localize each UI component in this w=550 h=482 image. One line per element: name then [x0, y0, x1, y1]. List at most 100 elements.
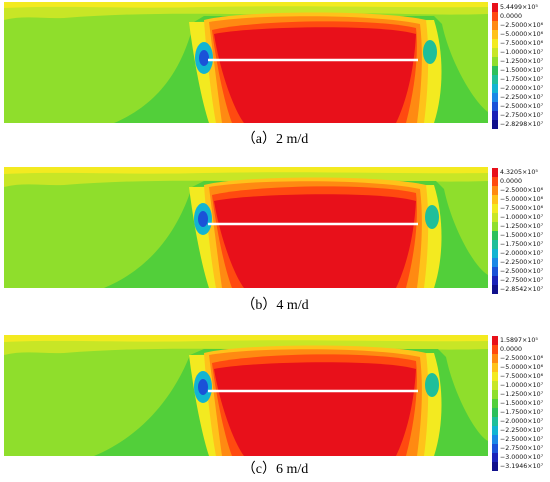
legend-entry: −1.2500×10⁷ — [492, 57, 550, 66]
legend-label: −2.2500×10⁷ — [500, 259, 544, 266]
legend-swatch — [492, 102, 498, 111]
legend-swatch — [492, 354, 498, 363]
legend-swatch — [492, 75, 498, 84]
legend-swatch — [492, 93, 498, 102]
legend-label: −1.7500×10⁷ — [500, 76, 544, 83]
legend-label: 0.0000 — [500, 13, 523, 20]
legend-entry: 0.0000 — [492, 177, 550, 186]
legend-label: −1.2500×10⁷ — [500, 391, 544, 398]
legend-entry: 1.5897×10⁵ — [492, 336, 550, 345]
legend-label: −2.5000×10⁶ — [500, 22, 544, 29]
legend-entry: −2.0000×10⁷ — [492, 249, 550, 258]
legend-swatch — [492, 21, 498, 30]
legend-entry: −1.5000×10⁷ — [492, 66, 550, 75]
legend-swatch — [492, 285, 498, 294]
legend-entry: −1.0000×10⁷ — [492, 48, 550, 57]
legend-entry: −5.0000×10⁶ — [492, 30, 550, 39]
legend-swatch — [492, 258, 498, 267]
legend-entry: −2.5000×10⁷ — [492, 267, 550, 276]
legend-swatch — [492, 30, 498, 39]
legend-swatch — [492, 3, 498, 12]
legend-swatch — [492, 222, 498, 231]
legend-label: −2.5000×10⁶ — [500, 187, 544, 194]
legend-entry: 4.3205×10⁵ — [492, 168, 550, 177]
legend-label: −5.0000×10⁶ — [500, 364, 544, 371]
legend-swatch — [492, 381, 498, 390]
legend-swatch — [492, 48, 498, 57]
legend-swatch — [492, 462, 498, 471]
legend-swatch — [492, 363, 498, 372]
legend-label: −1.5000×10⁷ — [500, 67, 544, 74]
legend-swatch — [492, 399, 498, 408]
legend-swatch — [492, 195, 498, 204]
legend-swatch — [492, 249, 498, 258]
legend-entry: −1.7500×10⁷ — [492, 75, 550, 84]
legend-entry: −2.5000×10⁷ — [492, 102, 550, 111]
legend-entry: −1.0000×10⁷ — [492, 381, 550, 390]
legend-entry: −2.2500×10⁷ — [492, 426, 550, 435]
legend-entry: −2.8298×10⁷ — [492, 120, 550, 129]
legend-label: −7.5000×10⁶ — [500, 205, 544, 212]
legend-label: −7.5000×10⁶ — [500, 373, 544, 380]
caption-b: （b）4 m/d — [241, 298, 309, 313]
legend-label: −2.0000×10⁷ — [500, 85, 544, 92]
legend-entry: −7.5000×10⁶ — [492, 204, 550, 213]
legend-label: 0.0000 — [500, 346, 523, 353]
legend-entry: −7.5000×10⁶ — [492, 39, 550, 48]
legend-entry: −1.7500×10⁷ — [492, 240, 550, 249]
legend-label: −2.2500×10⁷ — [500, 94, 544, 101]
legend-label: −7.5000×10⁶ — [500, 40, 544, 47]
legend-label: −3.1946×10⁷ — [500, 463, 544, 470]
legend-swatch — [492, 267, 498, 276]
legend-swatch — [492, 444, 498, 453]
legend-label: −1.7500×10⁷ — [500, 241, 544, 248]
legend-label: −2.0000×10⁷ — [500, 418, 544, 425]
legend-swatch — [492, 426, 498, 435]
legend-entry: −2.5000×10⁶ — [492, 21, 550, 30]
legend-entry: −1.2500×10⁷ — [492, 390, 550, 399]
legend-label: −2.5000×10⁷ — [500, 436, 544, 443]
legend-entry: 0.0000 — [492, 345, 550, 354]
legend-entry: −1.5000×10⁷ — [492, 399, 550, 408]
legend-label: −2.8542×10⁷ — [500, 286, 544, 293]
legend-entry: −5.0000×10⁶ — [492, 363, 550, 372]
legend-label: 1.5897×10⁵ — [500, 337, 538, 344]
legend-label: −1.0000×10⁷ — [500, 214, 544, 221]
legend-label: −1.2500×10⁷ — [500, 223, 544, 230]
legend-swatch — [492, 231, 498, 240]
contour-plot-b — [4, 167, 488, 288]
legend-label: −2.5000×10⁷ — [500, 268, 544, 275]
legend-entry: 5.4499×10⁵ — [492, 3, 550, 12]
figure-panel-c: 1.5897×10⁵ 0.0000 −2.5000×10⁶ −5.0000×10⁶ −7… — [0, 333, 550, 482]
figure-panel-b: 4.3205×10⁵ 0.0000 −2.5000×10⁶ −5.0000×10⁶ −7… — [0, 165, 550, 315]
legend-swatch — [492, 240, 498, 249]
legend-entry: −1.5000×10⁷ — [492, 231, 550, 240]
legend-entry: −2.0000×10⁷ — [492, 84, 550, 93]
caption-c: （c）6 m/d — [241, 462, 309, 477]
legend-label: −1.5000×10⁷ — [500, 232, 544, 239]
legend-entry: −2.7500×10⁷ — [492, 276, 550, 285]
legend-swatch — [492, 417, 498, 426]
legend-swatch — [492, 408, 498, 417]
contour-plot-c — [4, 335, 488, 456]
legend-entry: −1.2500×10⁷ — [492, 222, 550, 231]
legend-label: −1.5000×10⁷ — [500, 400, 544, 407]
legend-swatch — [492, 372, 498, 381]
legend-swatch — [492, 204, 498, 213]
legend-entry: −2.7500×10⁷ — [492, 111, 550, 120]
legend-swatch — [492, 390, 498, 399]
legend-label: 0.0000 — [500, 178, 523, 185]
color-legend-c: 1.5897×10⁵ 0.0000 −2.5000×10⁶ −5.0000×10⁶ −7… — [492, 336, 550, 471]
color-legend-b: 4.3205×10⁵ 0.0000 −2.5000×10⁶ −5.0000×10⁶ −7… — [492, 168, 550, 294]
legend-entry: −7.5000×10⁶ — [492, 372, 550, 381]
legend-swatch — [492, 336, 498, 345]
legend-label: −2.0000×10⁷ — [500, 250, 544, 257]
legend-swatch — [492, 276, 498, 285]
legend-entry: −2.7500×10⁷ — [492, 444, 550, 453]
legend-swatch — [492, 12, 498, 21]
legend-swatch — [492, 213, 498, 222]
legend-label: −2.5000×10⁶ — [500, 355, 544, 362]
legend-label: −2.7500×10⁷ — [500, 445, 544, 452]
legend-entry: −1.0000×10⁷ — [492, 213, 550, 222]
legend-entry: −3.0000×10⁷ — [492, 453, 550, 462]
